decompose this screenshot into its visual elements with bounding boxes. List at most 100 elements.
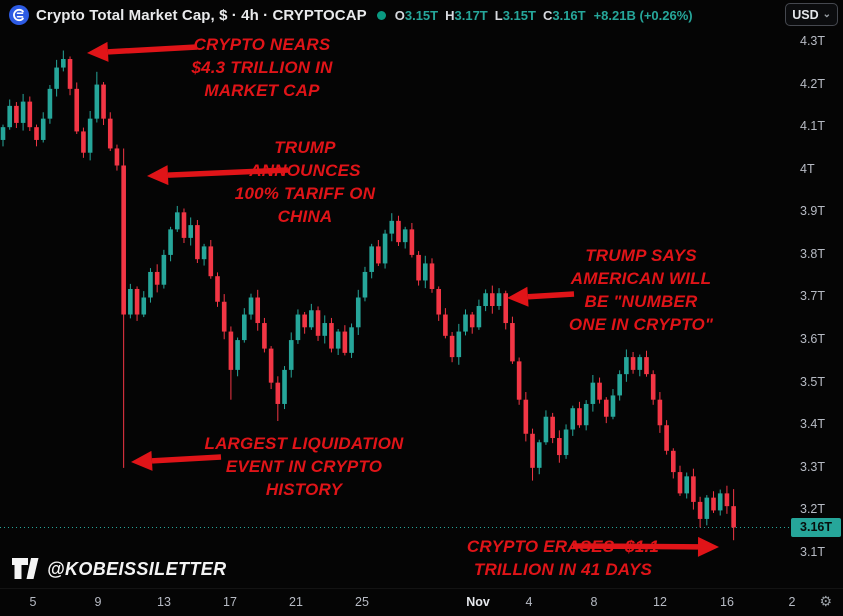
price-axis-label: 4T xyxy=(800,161,815,176)
time-axis-label: 2 xyxy=(788,595,796,609)
candle-body xyxy=(248,297,254,315)
candle-body xyxy=(40,118,46,140)
price-axis-label: 3.4T xyxy=(800,417,826,432)
candle-body xyxy=(597,382,602,400)
candle-body xyxy=(215,276,220,302)
candle-body xyxy=(134,288,140,315)
candle-body xyxy=(396,220,401,243)
candle-body xyxy=(275,382,281,404)
candle-body xyxy=(295,314,301,341)
candle-body xyxy=(402,229,408,243)
candle-body xyxy=(154,271,160,285)
candle-body xyxy=(704,497,710,519)
candle-body xyxy=(637,357,643,370)
last-price-badge: 3.16T xyxy=(791,518,841,537)
candle-body xyxy=(476,306,482,328)
candle-body xyxy=(161,254,167,285)
candle-body xyxy=(557,438,562,456)
candle-body xyxy=(671,450,676,473)
candle-body xyxy=(617,374,622,396)
annotation-arrow xyxy=(507,286,575,307)
candle-body xyxy=(195,225,200,260)
candle-body xyxy=(7,105,13,128)
candle-body xyxy=(87,118,93,153)
annotation-number-one: TRUMP SAYS AMERICAN WILL BE "NUMBER ONE … xyxy=(568,246,714,334)
candle-body xyxy=(610,395,616,417)
candle-body xyxy=(74,88,80,132)
watermark: @KOBEISSILETTER xyxy=(12,558,227,580)
candle-body xyxy=(483,293,488,307)
candle-body xyxy=(543,416,549,443)
candle-body xyxy=(691,476,696,502)
candle-body xyxy=(228,331,234,370)
price-axis-label: 3.8T xyxy=(800,246,826,261)
ohlc-segment: O3.15T xyxy=(394,7,439,23)
candle-body xyxy=(382,233,388,264)
candle-body xyxy=(630,357,636,370)
candle-body xyxy=(174,212,180,230)
candle-body xyxy=(141,297,147,315)
candle-body xyxy=(101,84,106,119)
candle-body xyxy=(376,246,381,264)
candle-body xyxy=(443,314,448,336)
gear-icon[interactable]: ⚙ xyxy=(819,593,832,609)
candle-body xyxy=(148,271,153,298)
price-axis-label: 3.5T xyxy=(800,374,826,389)
candle-body xyxy=(711,497,716,511)
candle-body xyxy=(563,429,569,456)
candle-body xyxy=(188,225,193,238)
price-axis-label: 3.1T xyxy=(800,544,826,559)
candle-body xyxy=(114,148,120,166)
candle-body xyxy=(550,416,555,439)
candle-body xyxy=(235,340,240,370)
price-axis-label: 4.2T xyxy=(800,76,826,91)
candle-body xyxy=(530,433,535,468)
candle-body xyxy=(20,101,26,123)
candle-body xyxy=(107,118,113,149)
candle-body xyxy=(262,323,267,349)
annotation-erased: CRYPTO ERASES -$1.1 TRILLION IN 41 DAYS xyxy=(466,537,660,579)
candle-body xyxy=(516,361,522,400)
candle-body xyxy=(456,331,462,358)
annotation-tariff: TRUMP ANNOUNCES 100% TARIFF ON CHINA xyxy=(234,138,376,226)
time-axis[interactable]: ⚙ 5 9 13 17 21 25 Nov 4 8 12 16 2 xyxy=(0,588,843,616)
time-axis-label: 5 xyxy=(29,595,37,609)
price-change: +8.21B (+0.26%) xyxy=(593,7,693,23)
candle-body xyxy=(724,493,730,507)
ohlc-segment: H3.17T xyxy=(445,7,488,23)
time-axis-label: 25 xyxy=(355,595,369,609)
candle-body xyxy=(536,442,542,468)
price-axis-label: 4.3T xyxy=(800,34,826,48)
candle-body xyxy=(577,408,582,426)
ohlc-segment: L3.15T xyxy=(494,7,536,23)
price-axis-label: 3.6T xyxy=(800,332,826,347)
candle-body xyxy=(684,476,690,494)
candle-body xyxy=(389,220,395,234)
candle-body xyxy=(67,59,73,89)
time-axis-label: 4 xyxy=(525,595,533,609)
candle-body xyxy=(315,310,321,336)
candle-body xyxy=(657,399,663,426)
candle-body xyxy=(242,314,247,341)
candle-body xyxy=(61,59,66,68)
time-axis-label: 9 xyxy=(94,595,102,609)
candle-body xyxy=(208,246,214,277)
symbol-title[interactable]: Crypto Total Market Cap, $ · 4h · CRYPTO… xyxy=(36,6,367,24)
price-axis[interactable]: 3.16T 4.3T 4.2T 4.1T 4T 3.9T 3.8T 3.7T 3.6T 3.5T… xyxy=(790,0,843,588)
candle-body xyxy=(650,374,656,400)
ohlc-segment: C3.16T xyxy=(542,7,586,23)
annotation-arrow xyxy=(147,165,289,186)
candle-body xyxy=(335,331,341,349)
candle-body xyxy=(436,288,441,315)
currency-dropdown[interactable]: USD ⌄ xyxy=(785,3,838,26)
time-axis-label: 21 xyxy=(289,595,303,609)
candle-body xyxy=(369,246,374,272)
price-axis-label: 4.1T xyxy=(800,119,826,134)
cryptocap-logo-icon[interactable] xyxy=(9,5,29,25)
watermark-handle: @KOBEISSILETTER xyxy=(47,558,227,579)
candle-body xyxy=(422,263,428,281)
candle-body xyxy=(14,105,19,123)
candle-body xyxy=(355,297,361,328)
